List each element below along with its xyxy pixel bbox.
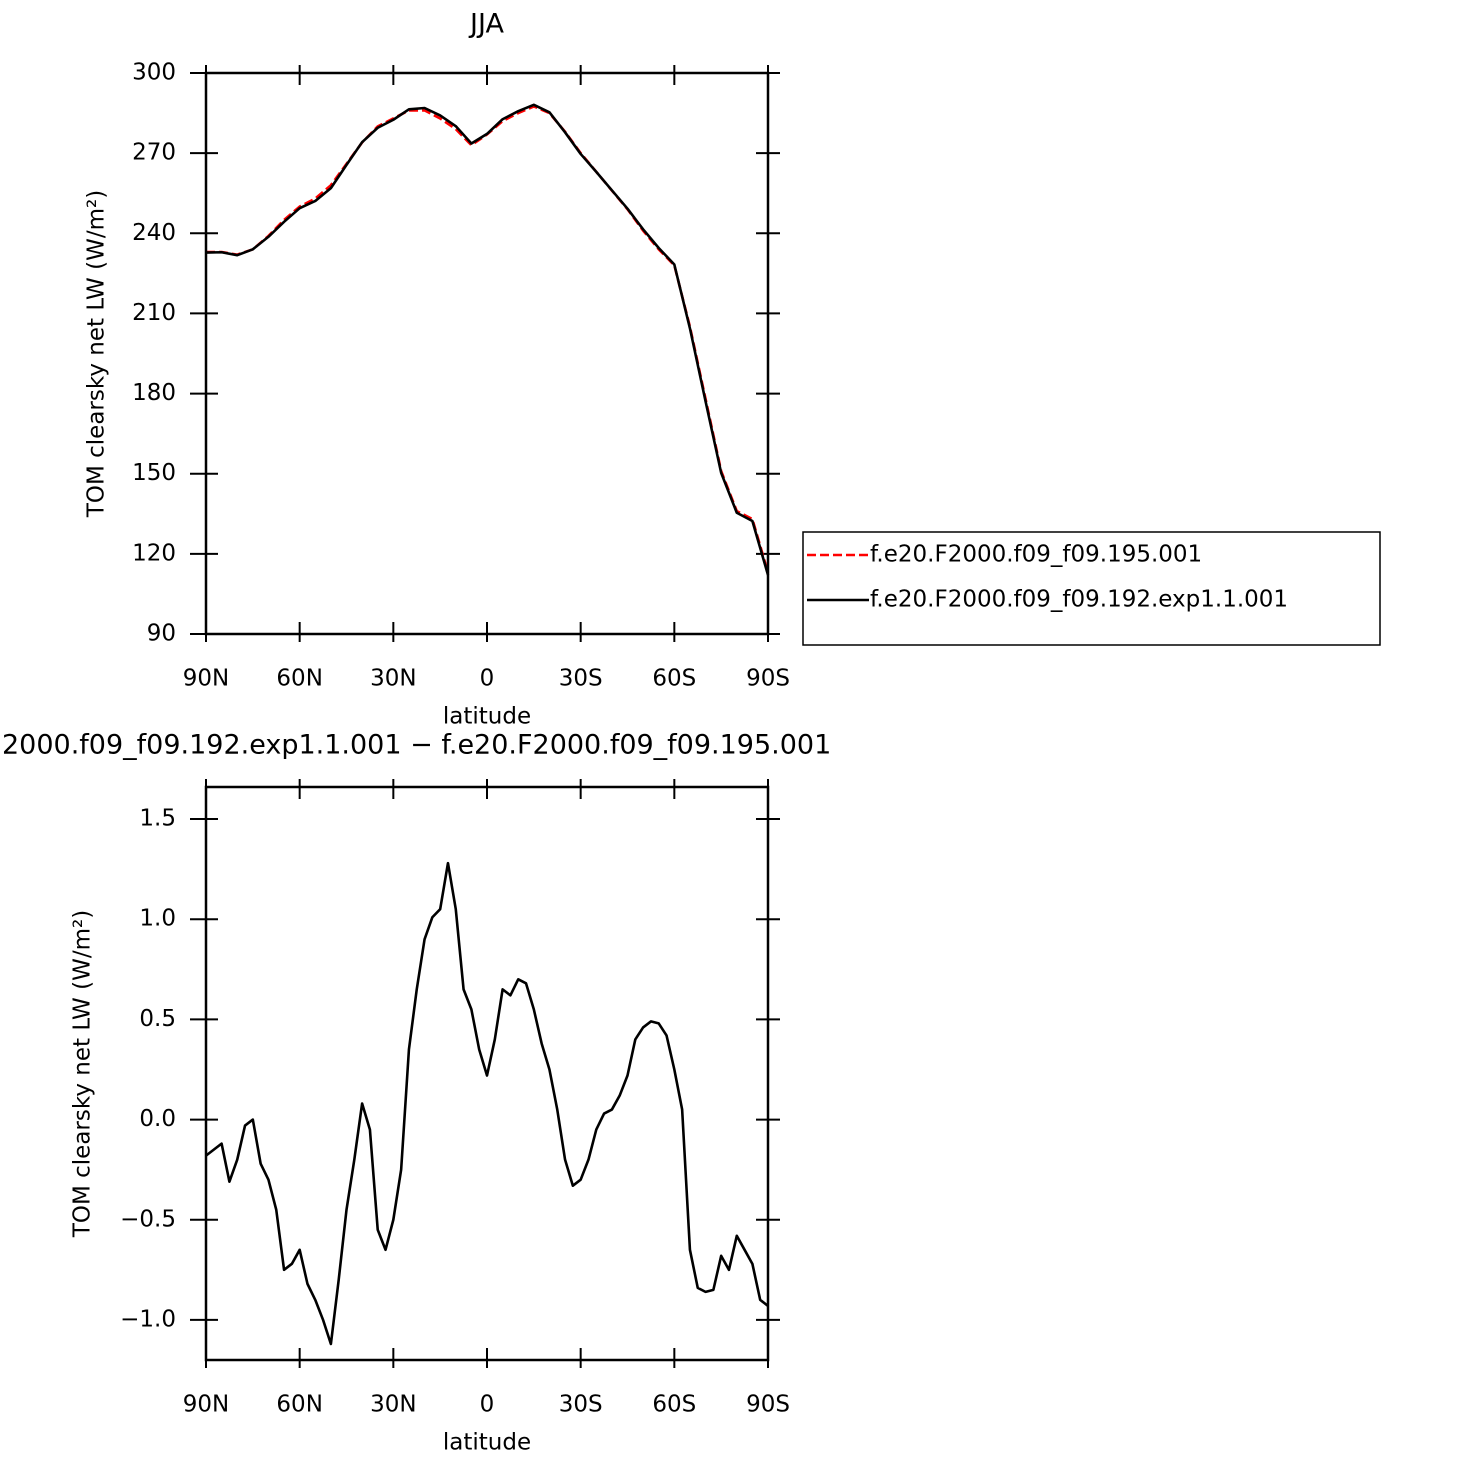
y-tick-label: 240 <box>132 220 176 246</box>
y-tick-label: 270 <box>132 140 176 166</box>
x-tick-label: 90S <box>746 666 790 692</box>
y-axis-label: TOM clearsky net LW (W/m²) <box>70 910 96 1238</box>
plot-frame <box>204 785 770 1362</box>
y-tick-label: 90 <box>147 621 176 647</box>
y-tick-label: 180 <box>132 380 176 406</box>
y-tick-label: 300 <box>132 60 176 86</box>
y-tick-label: −0.5 <box>120 1206 176 1232</box>
x-tick-label: 30N <box>370 666 416 692</box>
chart-title: JJA <box>468 9 504 40</box>
y-tick-label: 1.0 <box>139 906 176 932</box>
data-line <box>205 103 770 576</box>
legend-box <box>802 531 1381 646</box>
x-axis-label: latitude <box>443 1430 531 1456</box>
x-tick-label: 60S <box>652 1392 696 1418</box>
x-tick-label: 60N <box>276 1392 322 1418</box>
x-tick-label: 0 <box>480 1392 495 1418</box>
legend: f.e20.F2000.f09_f09.195.001 f.e20.F2000.f… <box>802 531 1381 646</box>
x-tick-label: 90S <box>746 1392 790 1418</box>
legend-label: f.e20.F2000.f09_f09.192.exp1.1.001 <box>870 587 1288 613</box>
y-tick-label: 210 <box>132 300 176 326</box>
legend-label: f.e20.F2000.f09_f09.195.001 <box>870 542 1202 568</box>
x-tick-label: 60N <box>276 666 322 692</box>
y-tick-label: 0.0 <box>139 1106 176 1132</box>
data-line <box>205 861 769 1346</box>
x-tick-label: 90N <box>183 666 229 692</box>
y-tick-label: −1.0 <box>120 1306 176 1332</box>
y-tick-label: 0.5 <box>139 1006 176 1032</box>
y-axis-label: TOM clearsky net LW (W/m²) <box>84 190 110 518</box>
x-tick-label: 90N <box>183 1392 229 1418</box>
x-axis-label: latitude <box>443 704 531 730</box>
chart-title: 2000.f09_f09.192.exp1.1.001 − f.e20.F200… <box>2 730 831 761</box>
x-tick-label: 30N <box>370 1392 416 1418</box>
plot-frame <box>204 71 770 636</box>
x-tick-label: 30S <box>559 666 603 692</box>
x-tick-label: 30S <box>559 1392 603 1418</box>
x-tick-label: 0 <box>480 666 495 692</box>
data-line <box>206 105 770 573</box>
y-tick-label: 150 <box>132 460 176 486</box>
x-tick-label: 60S <box>652 666 696 692</box>
y-tick-label: 1.5 <box>139 806 176 832</box>
y-tick-label: 120 <box>132 540 176 566</box>
